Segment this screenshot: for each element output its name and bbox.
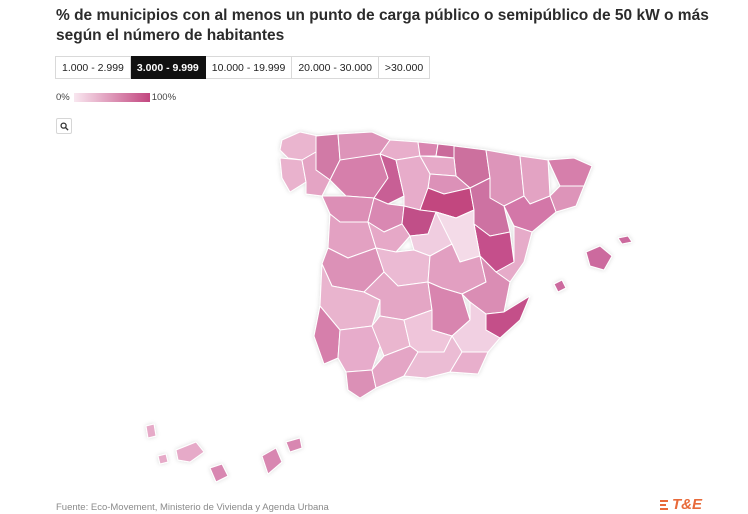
province-almeria[interactable]: [449, 351, 489, 375]
province-barcelona[interactable]: [549, 185, 585, 213]
population-tabs: 1.000 - 2.999 3.000 - 9.999 10.000 - 19.…: [55, 56, 431, 79]
tab-over-30000[interactable]: >30.000: [378, 56, 431, 79]
province-bizkaia[interactable]: [417, 141, 439, 157]
logo-text: T&E: [672, 496, 702, 513]
province-cadiz[interactable]: [345, 369, 377, 399]
legend-max-label: 100%: [151, 92, 177, 103]
logo-mark-icon: [660, 499, 668, 510]
province-tarragona[interactable]: [503, 195, 557, 233]
legend-min-label: 0%: [56, 92, 70, 103]
tab-3000-9999[interactable]: 3.000 - 9.999: [130, 56, 206, 79]
province-baleares-mallorca[interactable]: [585, 245, 613, 271]
province-baleares-menorca[interactable]: [617, 235, 633, 245]
te-logo: T&E: [660, 496, 702, 513]
search-icon: [59, 121, 69, 131]
province-ourense[interactable]: [301, 151, 331, 197]
tab-10000-19999[interactable]: 10.000 - 19.999: [205, 56, 293, 79]
province-canarias-el-hierro[interactable]: [157, 453, 169, 465]
legend-gradient: [73, 93, 150, 102]
province-canarias-la-palma[interactable]: [145, 423, 157, 439]
province-girona[interactable]: [547, 157, 593, 187]
province-gipuzkoa[interactable]: [435, 143, 457, 159]
province-canarias-tenerife[interactable]: [175, 441, 205, 463]
page-title: % de municipios con al menos un punto de…: [56, 7, 709, 44]
province-pontevedra[interactable]: [279, 157, 307, 193]
tab-1000-2999[interactable]: 1.000 - 2.999: [55, 56, 131, 79]
tab-20000-30000[interactable]: 20.000 - 30.000: [292, 56, 379, 79]
province-canarias-lanzarote[interactable]: [285, 437, 303, 453]
province-huesca[interactable]: [485, 149, 525, 207]
search-button[interactable]: [56, 118, 72, 134]
province-sevilla[interactable]: [337, 325, 381, 373]
province-huelva[interactable]: [313, 305, 341, 365]
color-legend: 0% 100%: [56, 92, 176, 103]
province-canarias-fuerteventura[interactable]: [261, 447, 283, 475]
province-canarias-gran-canaria[interactable]: [209, 463, 229, 483]
source-note: Fuente: Eco-Movement, Ministerio de Vivi…: [56, 502, 329, 513]
province-baleares-ibiza[interactable]: [553, 279, 567, 293]
